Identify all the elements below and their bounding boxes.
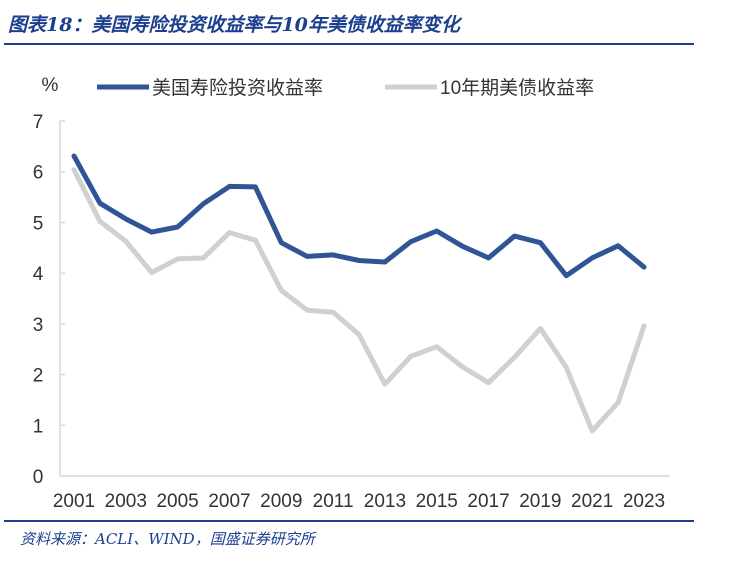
y-tick-label: 0 <box>33 467 44 488</box>
x-tick-label: 2015 <box>416 491 458 512</box>
y-tick-label: 4 <box>33 264 44 285</box>
series-line-1 <box>71 167 647 434</box>
x-tick-label: 2011 <box>313 491 354 512</box>
x-tick-label: 2003 <box>105 491 147 512</box>
chart-title: 图表18：美国寿险投资收益率与10年美债收益率变化 <box>8 14 460 36</box>
x-tick-label: 2013 <box>364 491 406 512</box>
x-tick-label: 2019 <box>519 491 561 512</box>
legend-label-0: 美国寿险投资收益率 <box>152 77 323 99</box>
source-note: 资料来源：ACLI、WIND，国盛证券研究所 <box>20 530 315 548</box>
x-tick-label: 2017 <box>467 491 509 512</box>
x-tick-label: 2023 <box>623 491 665 512</box>
source-divider <box>4 520 694 522</box>
title-divider <box>4 43 694 45</box>
x-tick-label: 2021 <box>571 491 613 512</box>
legend-label-1: 10年期美债收益率 <box>440 77 594 99</box>
x-tick-label: 2007 <box>208 491 250 512</box>
y-tick-label: 3 <box>33 315 44 336</box>
y-tick-label: 5 <box>33 213 44 234</box>
x-tick-label: 2009 <box>260 491 302 512</box>
y-tick-label: 6 <box>33 163 44 184</box>
y-tick-label: 7 <box>33 112 44 133</box>
y-tick-label: 2 <box>33 366 44 387</box>
y-axis-unit: % <box>42 75 59 96</box>
series-line-0 <box>71 153 647 279</box>
x-tick-label: 2001 <box>53 491 95 512</box>
x-tick-label: 2005 <box>156 491 198 512</box>
y-tick-label: 1 <box>33 416 44 437</box>
